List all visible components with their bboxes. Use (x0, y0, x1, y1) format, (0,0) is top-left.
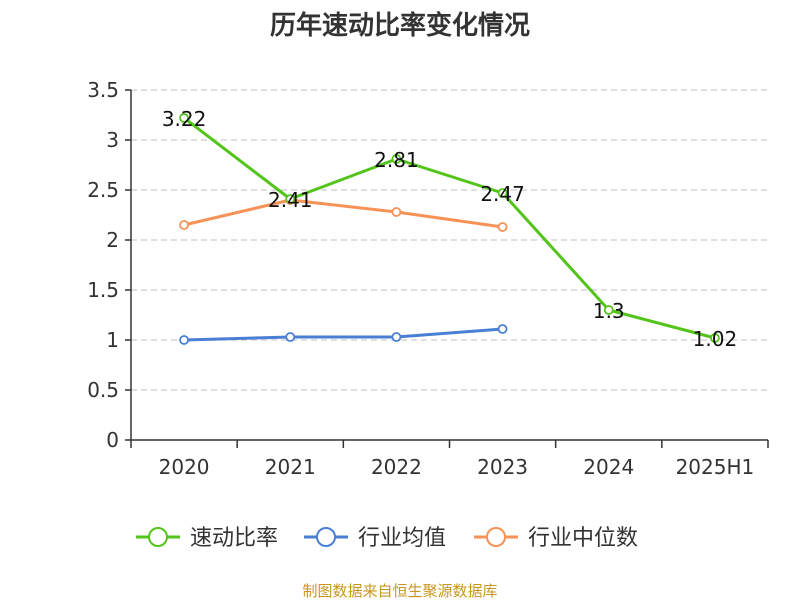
data-point (179, 220, 189, 230)
data-point (179, 335, 189, 345)
series-line (183, 198, 503, 229)
y-tick-label: 0.5 (87, 378, 119, 402)
data-point (285, 194, 296, 204)
data-point (497, 324, 508, 334)
data-label: 3.22 (162, 107, 207, 131)
legend-item[interactable]: 速动比率 (136, 526, 278, 551)
x-tick-label: 2022 (371, 455, 422, 479)
legend: 速动比率 行业均值 行业中位数 (136, 526, 638, 551)
series-line (184, 327, 503, 342)
y-tick-label: 1 (106, 328, 119, 352)
data-label: 1.3 (593, 299, 625, 323)
x-tick-label: 2021 (265, 455, 316, 479)
data-point (710, 333, 720, 343)
y-tick-label: 1.5 (87, 278, 119, 302)
y-tick-label: 2 (106, 228, 119, 252)
legend-label: 行业中位数 (528, 526, 638, 551)
x-tick-label: 2025H1 (676, 455, 755, 479)
series-lines (179, 113, 720, 345)
axes: 0 0.5 1 1.5 2 2.5 3 3.5 2020 2021 2022 2023 2024 2025… (87, 78, 769, 479)
data-point (391, 207, 402, 217)
data-point (391, 332, 402, 342)
grid-lines (131, 89, 768, 391)
series-line (183, 116, 716, 340)
legend-marker (148, 527, 168, 547)
legend-item[interactable]: 行业均值 (304, 526, 446, 551)
legend-marker (316, 527, 336, 547)
data-point (179, 113, 189, 123)
legend-label: 行业均值 (358, 526, 446, 551)
y-tick-label: 0 (106, 428, 119, 452)
x-tick-label: 2023 (477, 455, 528, 479)
data-point (391, 154, 402, 164)
x-tick-label: 2020 (159, 455, 210, 479)
data-point (285, 332, 296, 342)
y-tick-label: 3 (106, 128, 119, 152)
x-tick-label: 2024 (583, 455, 634, 479)
data-label: 2.47 (480, 182, 525, 206)
data-point (497, 222, 508, 232)
y-tick-label: 3.5 (87, 78, 119, 102)
y-tick-label: 2.5 (87, 178, 119, 202)
legend-marker (486, 527, 506, 547)
legend-item[interactable]: 行业中位数 (474, 526, 638, 551)
legend-label: 速动比率 (190, 526, 278, 551)
chart-title: 历年速动比率变化情况 (270, 10, 530, 41)
data-label: 2.81 (374, 148, 419, 172)
data-label: 1.02 (693, 327, 738, 351)
data-point (603, 305, 614, 315)
data-point (497, 188, 508, 198)
source-note: 制图数据来自恒生聚源数据库 (302, 582, 497, 600)
data-label: 2.41 (268, 188, 313, 212)
data-labels: 3.22 2.41 2.81 2.47 1.3 1.02 (162, 107, 737, 351)
